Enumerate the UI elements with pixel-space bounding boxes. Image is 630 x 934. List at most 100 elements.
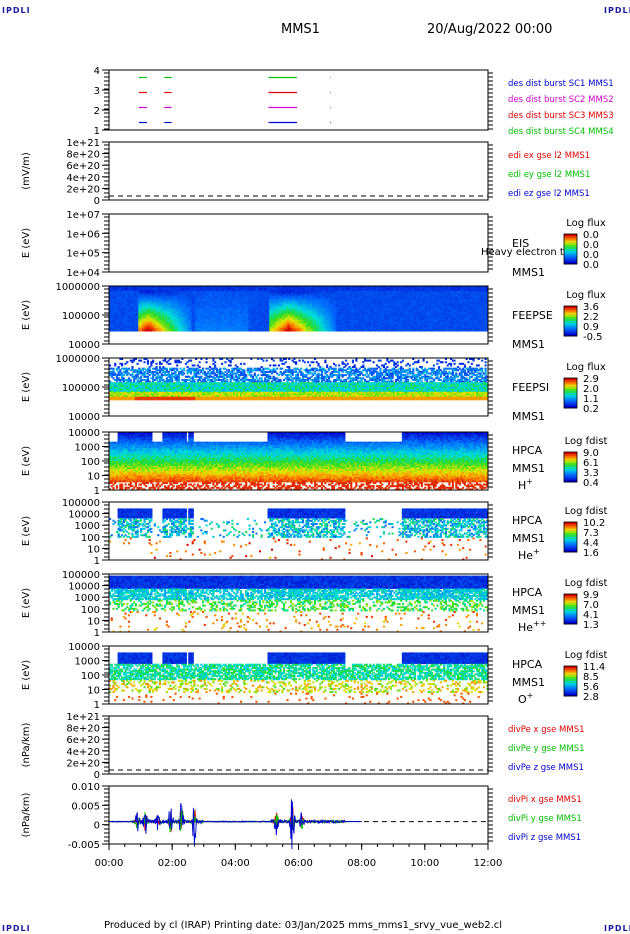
colorbar-tick-label: 2.8 xyxy=(583,692,599,703)
header-spacecraft: MMS1 xyxy=(281,22,320,37)
panel-burst: 1 2 3 4 des dist burst SC1 MMS1 des dist burs… xyxy=(94,66,614,137)
y-tick-label: 100 xyxy=(81,457,100,468)
panel-feepse: 10000 100000 1000000 E (eV) FEEPSE MMS1 Log fl… xyxy=(21,282,606,351)
y-tick-label: 0 xyxy=(94,196,100,207)
y-tick-label: 1 xyxy=(94,486,100,497)
y-tick-label: 8e+20 xyxy=(66,150,100,161)
x-tick-label: 12:00 xyxy=(474,858,503,869)
colorbar-tick-label: 6.1 xyxy=(583,458,599,469)
y-axis-label: (nPa/km) xyxy=(21,723,32,768)
x-tick-label: 08:00 xyxy=(347,858,376,869)
colorbar-tick-label: 4.1 xyxy=(583,610,599,621)
corner-label-bottom-right: IPDLI xyxy=(604,924,630,933)
colorbar-title: Log flux xyxy=(566,290,606,301)
y-tick-label: 100000 xyxy=(62,383,100,394)
y-tick-label: 1 xyxy=(94,556,100,567)
colorbar xyxy=(563,377,578,409)
colorbar xyxy=(563,521,578,553)
colorbar-title: Log fdist xyxy=(565,506,608,517)
y-tick-label: 4e+20 xyxy=(66,747,100,758)
y-tick-label: 100 xyxy=(81,533,100,544)
colorbar xyxy=(563,665,578,697)
colorbar xyxy=(563,233,578,265)
y-tick-label: 6e+20 xyxy=(66,161,100,172)
y-tick-label: 1000 xyxy=(75,521,100,532)
corner-label-top-left: IPDLI xyxy=(2,6,31,15)
colorbar-tick-label: 7.3 xyxy=(583,528,599,539)
colorbar-tick-label: 2.0 xyxy=(583,384,599,395)
panel-feepsi: 10000 100000 1000000 E (eV) FEEPSI MMS1 Log fl… xyxy=(21,354,606,423)
y-tick-label: 1000 xyxy=(75,593,100,604)
legend-entry: des dist burst SC3 MMS3 xyxy=(508,111,614,121)
colorbar-tick-label: 0.2 xyxy=(583,404,599,415)
colorbar-tick-label: 1.6 xyxy=(583,548,599,559)
colorbar-tick-label: 3.6 xyxy=(583,302,599,313)
instrument-label: MMS1 xyxy=(512,676,545,689)
panel-frame xyxy=(108,785,489,845)
legend-entry: divPi y gse MMS1 xyxy=(508,814,582,824)
panel-frame xyxy=(108,715,489,775)
legend-entry: des dist burst SC4 MMS4 xyxy=(508,127,614,137)
y-tick-label: 1 xyxy=(94,126,100,137)
x-tick-label: 06:00 xyxy=(284,858,313,869)
colorbar xyxy=(563,593,578,625)
instrument-label: MMS1 xyxy=(512,604,545,617)
x-tick-label: 10:00 xyxy=(410,858,439,869)
legend-entry: divPi z gse MMS1 xyxy=(508,833,581,843)
y-tick-label: 0.005 xyxy=(71,801,100,812)
instrument-label: FEEPSE xyxy=(512,309,553,322)
x-tick-label: 00:00 xyxy=(95,858,124,869)
colorbar-tick-label: 3.3 xyxy=(583,468,599,479)
instrument-label: MMS1 xyxy=(512,410,545,423)
y-axis-label: E (eV) xyxy=(21,372,32,402)
colorbar-tick-label: 0.0 xyxy=(583,240,599,251)
y-tick-label: 2e+20 xyxy=(66,184,100,195)
y-tick-label: 0 xyxy=(94,770,100,781)
y-axis-label: E (eV) xyxy=(21,588,32,618)
y-tick-label: 1e+21 xyxy=(66,712,100,723)
panel-frame xyxy=(108,213,489,273)
species-label: O+ xyxy=(518,691,533,706)
header-date: 20/Aug/2022 00:00 xyxy=(427,22,552,37)
y-tick-label: 0 xyxy=(94,821,100,832)
corner-label-bottom-left: IPDLI xyxy=(2,924,31,933)
y-tick-label: 1e+05 xyxy=(66,249,100,260)
y-axis-label: (mV/m) xyxy=(21,152,32,190)
y-tick-label: 100000 xyxy=(62,498,100,509)
y-axis-label: E (eV) xyxy=(21,516,32,546)
instrument-label: HPCA xyxy=(512,586,543,599)
y-axis-label: E (eV) xyxy=(21,660,32,690)
colorbar-tick-label: 1.3 xyxy=(583,620,599,631)
y-axis-label: E (eV) xyxy=(21,300,32,330)
colorbar-title: Log flux xyxy=(566,218,606,229)
instrument-label: FEEPSI xyxy=(512,381,549,394)
colorbar-tick-label: 2.2 xyxy=(583,312,599,323)
colorbar-tick-label: 0.4 xyxy=(583,478,599,489)
panel-hpca_h: 1 10 100 1000 10000 E (eV) HPCA MMS1 H+ Log fdist… xyxy=(21,428,607,497)
y-tick-label: 0.010 xyxy=(71,782,100,793)
y-tick-label: 10 xyxy=(87,544,100,555)
colorbar xyxy=(563,305,578,337)
colorbar-tick-label: 0.0 xyxy=(583,230,599,241)
y-tick-label: 10 xyxy=(87,616,100,627)
panel-frame xyxy=(108,141,489,201)
instrument-label: HPCA xyxy=(512,514,543,527)
colorbar-tick-label: 0.0 xyxy=(583,250,599,261)
colorbar-tick-label: 11.4 xyxy=(583,662,605,673)
y-tick-label: 1000 xyxy=(75,443,100,454)
colorbar-tick-label: 2.9 xyxy=(583,374,599,385)
corner-label-top-right: IPDLI xyxy=(604,6,630,15)
x-tick-label: 04:00 xyxy=(221,858,250,869)
species-label: H+ xyxy=(518,477,533,492)
instrument-label: MMS1 xyxy=(512,338,545,351)
colorbar-tick-label: 4.4 xyxy=(583,538,599,549)
overlap-label: Heavy electron to xyxy=(481,247,570,258)
panel-frame xyxy=(108,501,489,561)
y-tick-label: 1 xyxy=(94,628,100,639)
y-axis-label: (nPa/km) xyxy=(21,793,32,838)
y-tick-label: 10000 xyxy=(68,412,100,423)
